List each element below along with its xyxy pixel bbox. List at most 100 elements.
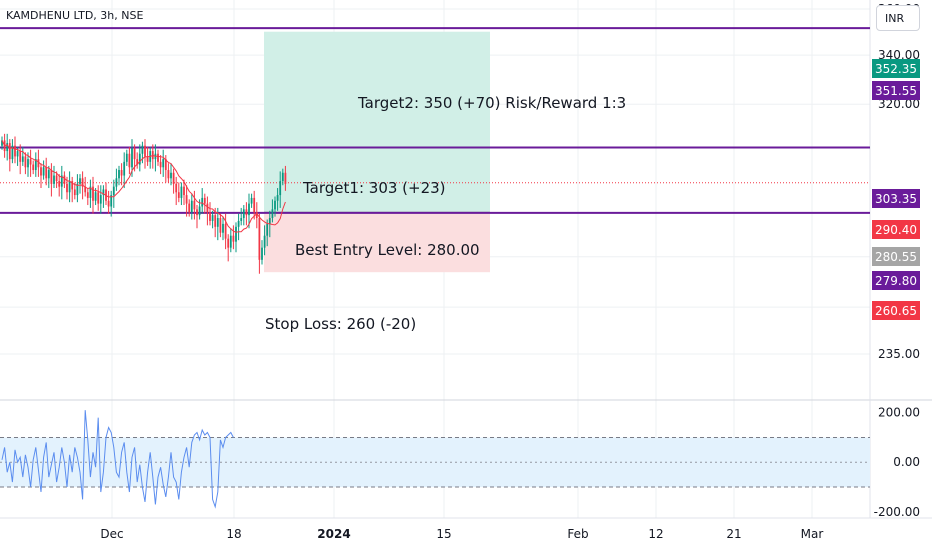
candle-body	[45, 167, 48, 179]
price-tag-279-80: 279.80	[872, 271, 920, 290]
candle-body	[34, 159, 37, 171]
symbol-title[interactable]: KAMDHENU LTD, 3h, NSE	[6, 9, 144, 22]
candle-body	[97, 192, 100, 204]
candle-body	[131, 148, 133, 168]
candle-body	[73, 189, 76, 196]
candle-body	[209, 212, 211, 221]
price-tag-280-55: 280.55	[872, 247, 920, 266]
candle-body	[229, 235, 232, 248]
oscillator-axis-tick-label: 200.00	[878, 406, 920, 420]
candle-body	[21, 156, 24, 162]
candle-body	[253, 197, 256, 213]
currency-button[interactable]: INR	[876, 5, 920, 31]
candle-body	[227, 238, 230, 248]
candle-body	[94, 192, 97, 201]
candle-body	[216, 218, 219, 227]
candle-body	[71, 181, 74, 190]
candle-body	[55, 175, 58, 182]
candle-body	[115, 178, 118, 187]
candle-body	[123, 161, 126, 176]
time-axis-tick-label: Dec	[100, 527, 123, 541]
candle-body	[27, 159, 29, 168]
candle-body	[185, 195, 188, 204]
moving-average-line	[1, 140, 286, 233]
candle-body	[180, 186, 183, 198]
loss-zone	[264, 212, 490, 273]
candle-body	[24, 156, 27, 168]
candle-body	[8, 143, 11, 160]
price-axis-tick-label: 320.00	[878, 97, 920, 111]
candle-body	[6, 143, 9, 152]
candle-body	[167, 170, 170, 179]
candle-body	[206, 203, 209, 213]
oscillator-axis-tick-label: 0.00	[893, 455, 920, 469]
target1-label: Target1: 303 (+23)	[303, 179, 446, 197]
candle-body	[68, 181, 71, 193]
time-axis-tick-label: 21	[726, 527, 741, 541]
candle-body	[128, 153, 131, 168]
candle-body	[203, 197, 206, 204]
candle-body	[188, 203, 191, 213]
candle-body	[157, 153, 159, 162]
candle-body	[58, 181, 61, 187]
candle-body	[86, 192, 89, 198]
time-axis-tick-label: Mar	[801, 527, 824, 541]
candle-body	[133, 148, 136, 160]
candle-body	[141, 145, 144, 154]
time-axis-tick-label: 18	[226, 527, 241, 541]
time-axis-tick-label: 12	[648, 527, 663, 541]
candle-body	[138, 153, 141, 165]
candle-body	[284, 172, 287, 184]
candle-body	[11, 145, 14, 160]
candle-body	[76, 183, 79, 196]
candle-body	[274, 200, 276, 210]
candle-body	[175, 183, 178, 193]
price-tag-290-40: 290.40	[872, 220, 920, 239]
candle-body	[172, 172, 175, 184]
candle-body	[32, 164, 35, 171]
candle-body	[235, 226, 237, 242]
candle-body	[16, 151, 19, 157]
stop-loss-label: Stop Loss: 260 (-20)	[265, 315, 417, 333]
entry-label: Best Entry Level: 280.00	[295, 241, 480, 259]
oscillator-axis-tick-label: -200.00	[874, 505, 920, 519]
candle-body	[248, 203, 250, 216]
price-tag-351-55: 351.55	[872, 81, 920, 100]
candle-body	[222, 223, 224, 233]
candle-body	[53, 175, 55, 184]
price-tag-303-35: 303.35	[872, 189, 920, 208]
candle-body	[50, 170, 53, 184]
candle-body	[268, 218, 271, 224]
candle-body	[250, 197, 253, 204]
candle-body	[242, 209, 245, 219]
candle-body	[164, 159, 167, 171]
candle-body	[110, 195, 113, 207]
candle-body	[125, 153, 128, 162]
candle-body	[245, 209, 248, 216]
candle-body	[170, 172, 172, 179]
candle-body	[84, 186, 87, 193]
candle-body	[136, 159, 139, 165]
candle-body	[81, 178, 84, 187]
candle-body	[146, 156, 149, 162]
candle-body	[198, 206, 201, 216]
candle-body	[40, 167, 42, 176]
candle-body	[276, 195, 279, 201]
candle-body	[190, 200, 193, 213]
time-axis-tick-label: Feb	[567, 527, 588, 541]
candle-body	[177, 192, 180, 198]
candle-body	[271, 209, 274, 219]
candle-body	[219, 218, 222, 233]
profit-zone	[264, 31, 490, 213]
candle-body	[258, 218, 261, 260]
candle-body	[255, 212, 258, 219]
candle-body	[261, 247, 263, 260]
oscillator-line	[1, 410, 234, 509]
candle-body	[281, 172, 284, 182]
candle-body	[112, 186, 115, 196]
candle-body	[266, 223, 269, 236]
time-axis-tick-label: 15	[436, 527, 451, 541]
candle-body	[118, 170, 120, 179]
candle-body	[1, 140, 3, 146]
